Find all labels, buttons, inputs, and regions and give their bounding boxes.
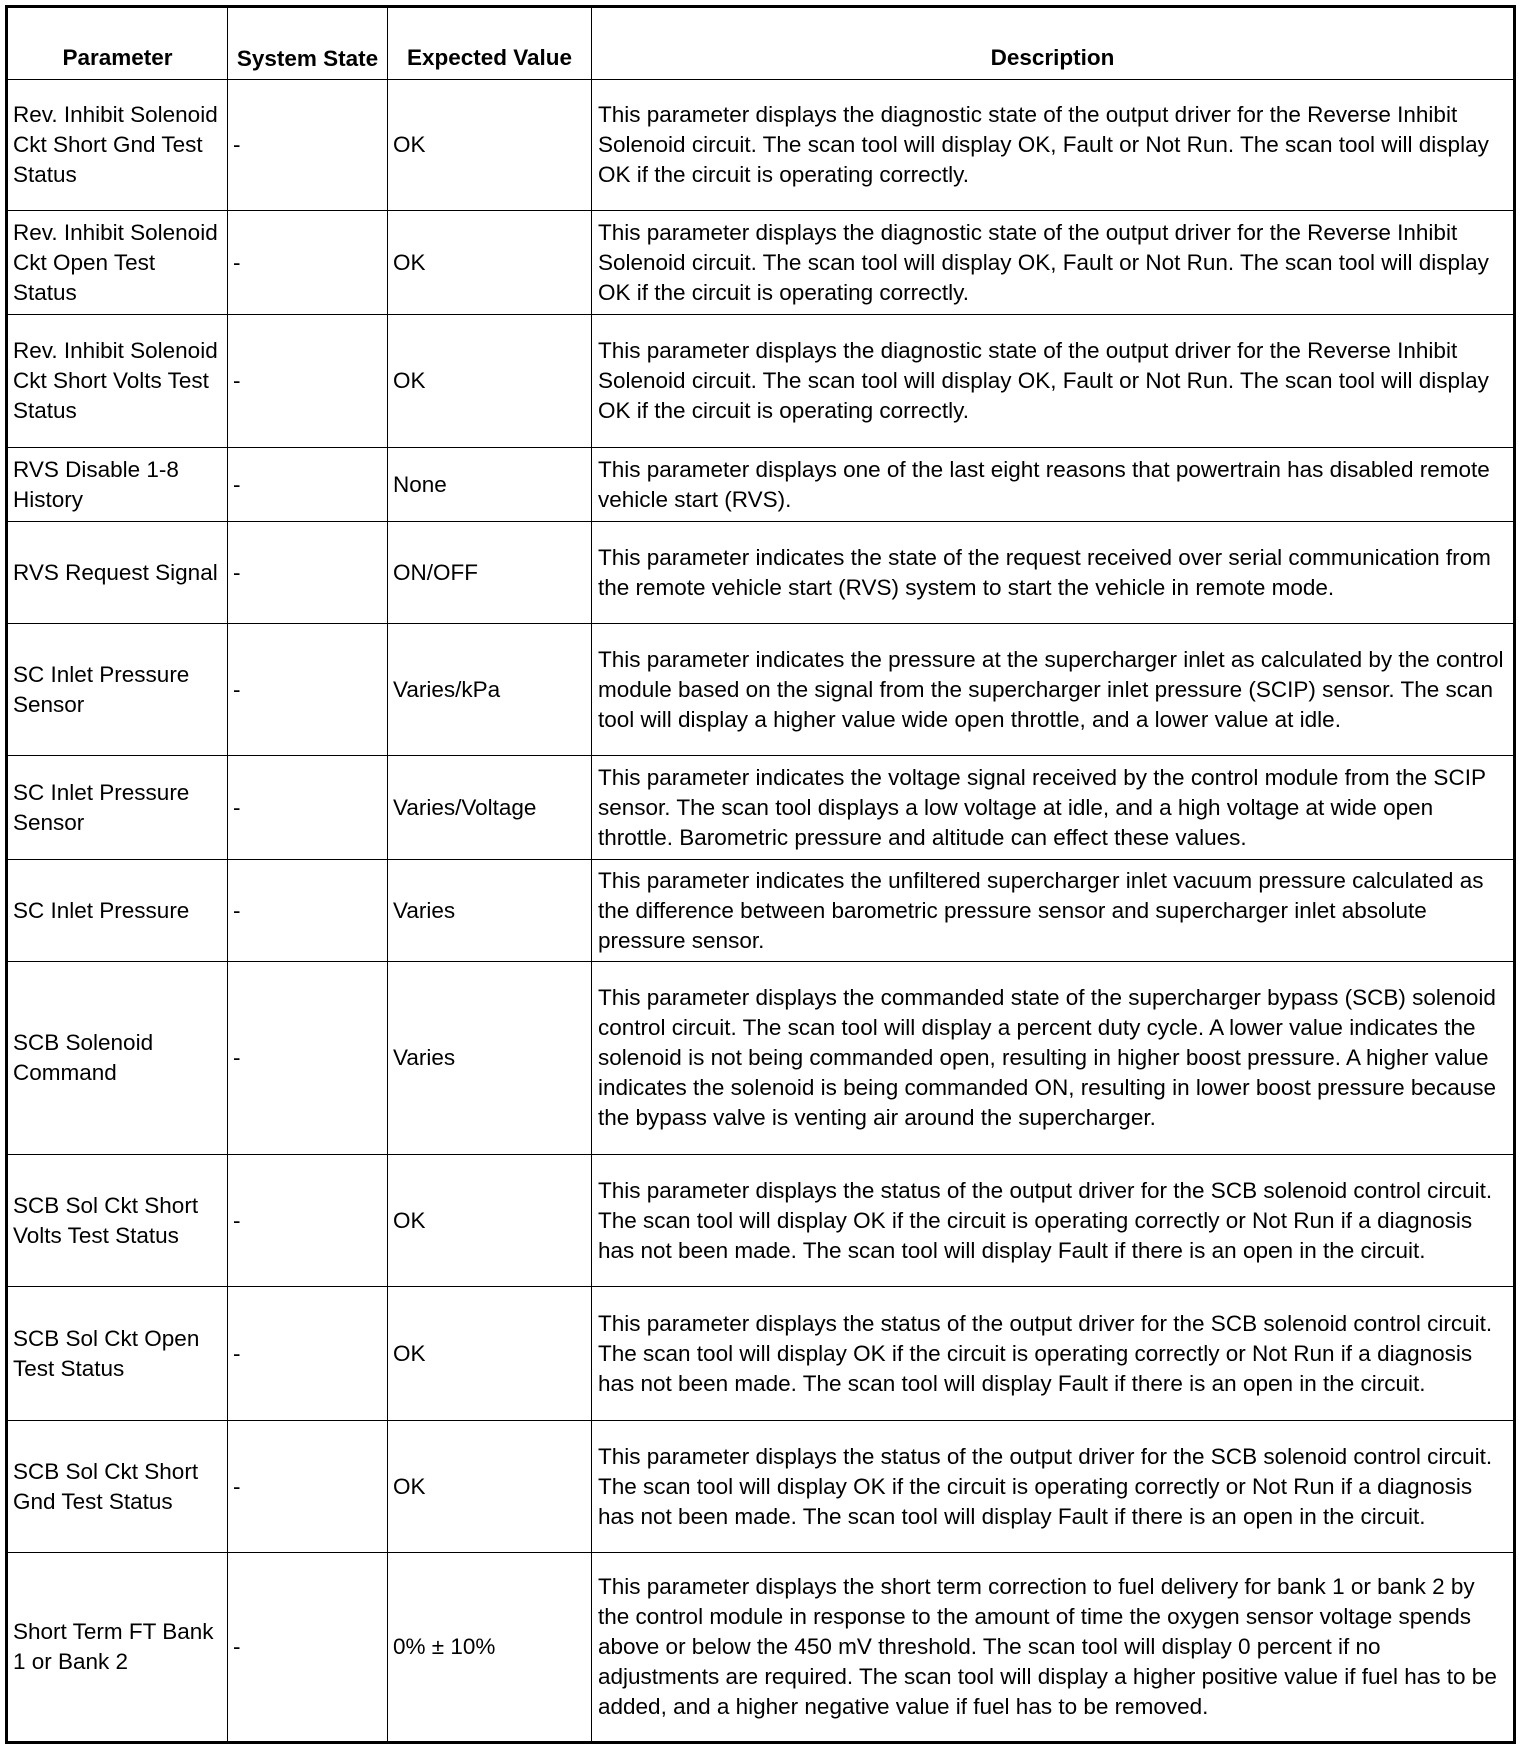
header-parameter: Parameter — [6, 6, 228, 80]
expected-value-cell: OK — [387, 1420, 592, 1553]
expected-value-cell: Varies/Voltage — [387, 755, 592, 860]
expected-value-cell: OK — [387, 1154, 592, 1287]
system-state-cell: - — [227, 1286, 388, 1421]
table-row: SC Inlet Pressure Sensor - Varies/kPa This … — [6, 623, 1515, 756]
description-cell: This parameter indicates the pressure at… — [591, 623, 1515, 756]
description-cell: This parameter displays the diagnostic s… — [591, 314, 1515, 448]
table-row: SC Inlet Pressure Sensor - Varies/Voltage T… — [6, 755, 1515, 860]
parameter-cell: SC Inlet Pressure Sensor — [6, 755, 228, 860]
system-state-cell: - — [227, 859, 388, 962]
parameter-cell: SCB Solenoid Command — [6, 961, 228, 1155]
description-cell: This parameter displays the status of th… — [591, 1154, 1515, 1287]
description-cell: This parameter indicates the voltage sig… — [591, 755, 1515, 860]
description-cell: This parameter displays the status of th… — [591, 1420, 1515, 1553]
table-row: Rev. Inhibit Solenoid Ckt Short Volts Te… — [6, 314, 1515, 448]
description-cell: This parameter displays the short term c… — [591, 1552, 1515, 1743]
table-row: SCB Solenoid Command - Varies This paramete… — [6, 961, 1515, 1155]
system-state-cell: - — [227, 210, 388, 315]
parameter-cell: Rev. Inhibit Solenoid Ckt Short Gnd Test… — [6, 79, 228, 211]
expected-value-cell: OK — [387, 210, 592, 315]
parameter-table: Parameter System State Expected Value De… — [5, 5, 1516, 1744]
expected-value-cell: OK — [387, 79, 592, 211]
table-row: SC Inlet Pressure - Varies This parameter i… — [6, 859, 1515, 962]
description-cell: This parameter indicates the unfiltered … — [591, 859, 1515, 962]
parameter-cell: SCB Sol Ckt Short Volts Test Status — [6, 1154, 228, 1287]
parameter-cell: SC Inlet Pressure Sensor — [6, 623, 228, 756]
description-cell: This parameter displays the status of th… — [591, 1286, 1515, 1421]
table-row: SCB Sol Ckt Short Gnd Test Status - OK This… — [6, 1420, 1515, 1553]
expected-value-cell: OK — [387, 1286, 592, 1421]
table-row: Rev. Inhibit Solenoid Ckt Open Test Stat… — [6, 210, 1515, 315]
parameter-cell: Short Term FT Bank 1 or Bank 2 — [6, 1552, 228, 1743]
table-row: RVS Disable 1-8 History - None This paramet… — [6, 447, 1515, 522]
system-state-cell: - — [227, 314, 388, 448]
system-state-cell: - — [227, 961, 388, 1155]
expected-value-cell: Varies — [387, 859, 592, 962]
expected-value-cell: None — [387, 447, 592, 522]
expected-value-cell: OK — [387, 314, 592, 448]
parameter-cell: Rev. Inhibit Solenoid Ckt Open Test Stat… — [6, 210, 228, 315]
system-state-cell: - — [227, 447, 388, 522]
parameter-cell: RVS Disable 1-8 History — [6, 447, 228, 522]
table-row: Rev. Inhibit Solenoid Ckt Short Gnd Test… — [6, 79, 1515, 211]
table-row: SCB Sol Ckt Short Volts Test Status - OK Th… — [6, 1154, 1515, 1287]
description-cell: This parameter displays the diagnostic s… — [591, 79, 1515, 211]
expected-value-cell: Varies — [387, 961, 592, 1155]
description-cell: This parameter indicates the state of th… — [591, 521, 1515, 624]
table-row: SCB Sol Ckt Open Test Status - OK This para… — [6, 1286, 1515, 1421]
system-state-cell: - — [227, 79, 388, 211]
expected-value-cell: 0% ± 10% — [387, 1552, 592, 1743]
table-row: RVS Request Signal - ON/OFF This parameter … — [6, 521, 1515, 624]
expected-value-cell: Varies/kPa — [387, 623, 592, 756]
description-cell: This parameter displays the diagnostic s… — [591, 210, 1515, 315]
parameter-cell: RVS Request Signal — [6, 521, 228, 624]
parameter-cell: SCB Sol Ckt Short Gnd Test Status — [6, 1420, 228, 1553]
parameter-cell: SCB Sol Ckt Open Test Status — [6, 1286, 228, 1421]
parameter-cell: SC Inlet Pressure — [6, 859, 228, 962]
header-expected-value: Expected Value — [387, 6, 592, 80]
system-state-cell: - — [227, 1420, 388, 1553]
header-system-state: System State — [227, 6, 388, 80]
system-state-cell: - — [227, 755, 388, 860]
expected-value-cell: ON/OFF — [387, 521, 592, 624]
description-cell: This parameter displays the commanded st… — [591, 961, 1515, 1155]
system-state-cell: - — [227, 623, 388, 756]
system-state-cell: - — [227, 1552, 388, 1743]
header-description: Description — [591, 6, 1515, 80]
system-state-cell: - — [227, 521, 388, 624]
header-row: Parameter System State Expected Value De… — [6, 6, 1515, 80]
description-cell: This parameter displays one of the last … — [591, 447, 1515, 522]
system-state-cell: - — [227, 1154, 388, 1287]
parameter-cell: Rev. Inhibit Solenoid Ckt Short Volts Te… — [6, 314, 228, 448]
table-row: Short Term FT Bank 1 or Bank 2-0% ± 10% T… — [6, 1552, 1515, 1743]
